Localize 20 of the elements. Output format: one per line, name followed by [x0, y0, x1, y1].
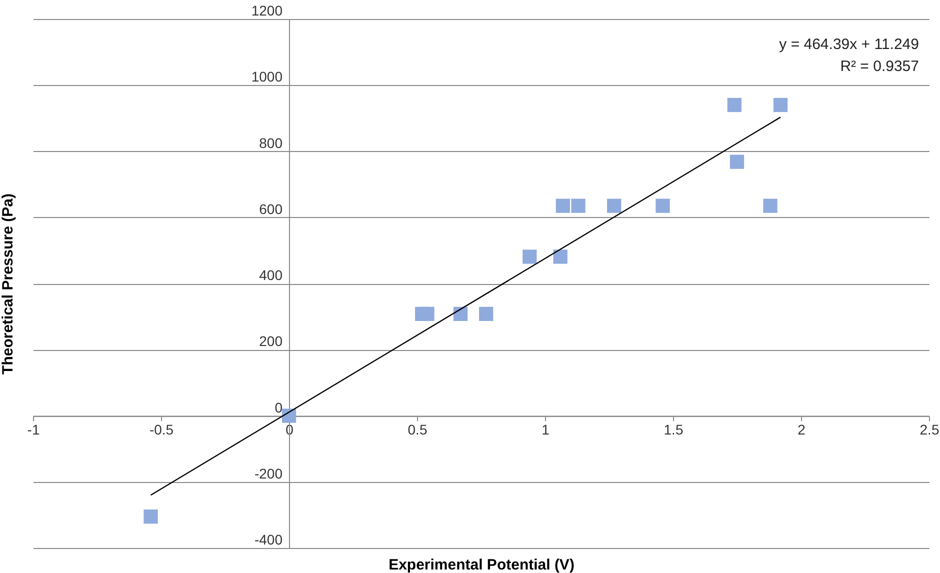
- x-tick-label: -1: [27, 421, 40, 438]
- x-tick-label: -0.5: [149, 421, 174, 438]
- y-tick-label: 0: [274, 399, 283, 416]
- y-tick-label: 800: [259, 134, 283, 151]
- annotation: y = 464.39x + 11.249: [779, 36, 919, 53]
- x-tick-label: 0.5: [408, 421, 428, 438]
- x-axis-title: Experimental Potential (V): [388, 556, 574, 573]
- y-tick-label: 600: [259, 200, 283, 217]
- x-tick-label: 2: [798, 421, 806, 438]
- x-tick-label: 1.5: [664, 421, 684, 438]
- y-tick-label: -400: [254, 532, 283, 548]
- y-tick-label: 1000: [251, 68, 283, 85]
- y-axis-title: Theoretical Pressure (Pa): [0, 194, 16, 374]
- y-tick-label: 200: [259, 333, 283, 350]
- annotation: R² = 0.9357: [840, 58, 919, 75]
- x-tick-label: 2.5: [920, 421, 940, 438]
- y-tick-label: 400: [259, 267, 283, 283]
- x-tick-label: 1: [542, 421, 550, 438]
- y-tick-label: -200: [254, 465, 283, 482]
- y-tick-label: 1200: [251, 2, 283, 18]
